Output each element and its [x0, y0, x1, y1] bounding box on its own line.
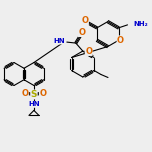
- Text: O: O: [85, 47, 92, 56]
- Text: O: O: [78, 28, 85, 37]
- Text: O: O: [117, 36, 124, 45]
- Text: O: O: [21, 89, 28, 98]
- Text: HN: HN: [53, 38, 65, 44]
- Text: S: S: [31, 90, 37, 99]
- Text: HN: HN: [28, 101, 40, 107]
- Text: O: O: [39, 89, 46, 98]
- Text: NH₂: NH₂: [133, 21, 148, 27]
- Text: O: O: [81, 16, 88, 25]
